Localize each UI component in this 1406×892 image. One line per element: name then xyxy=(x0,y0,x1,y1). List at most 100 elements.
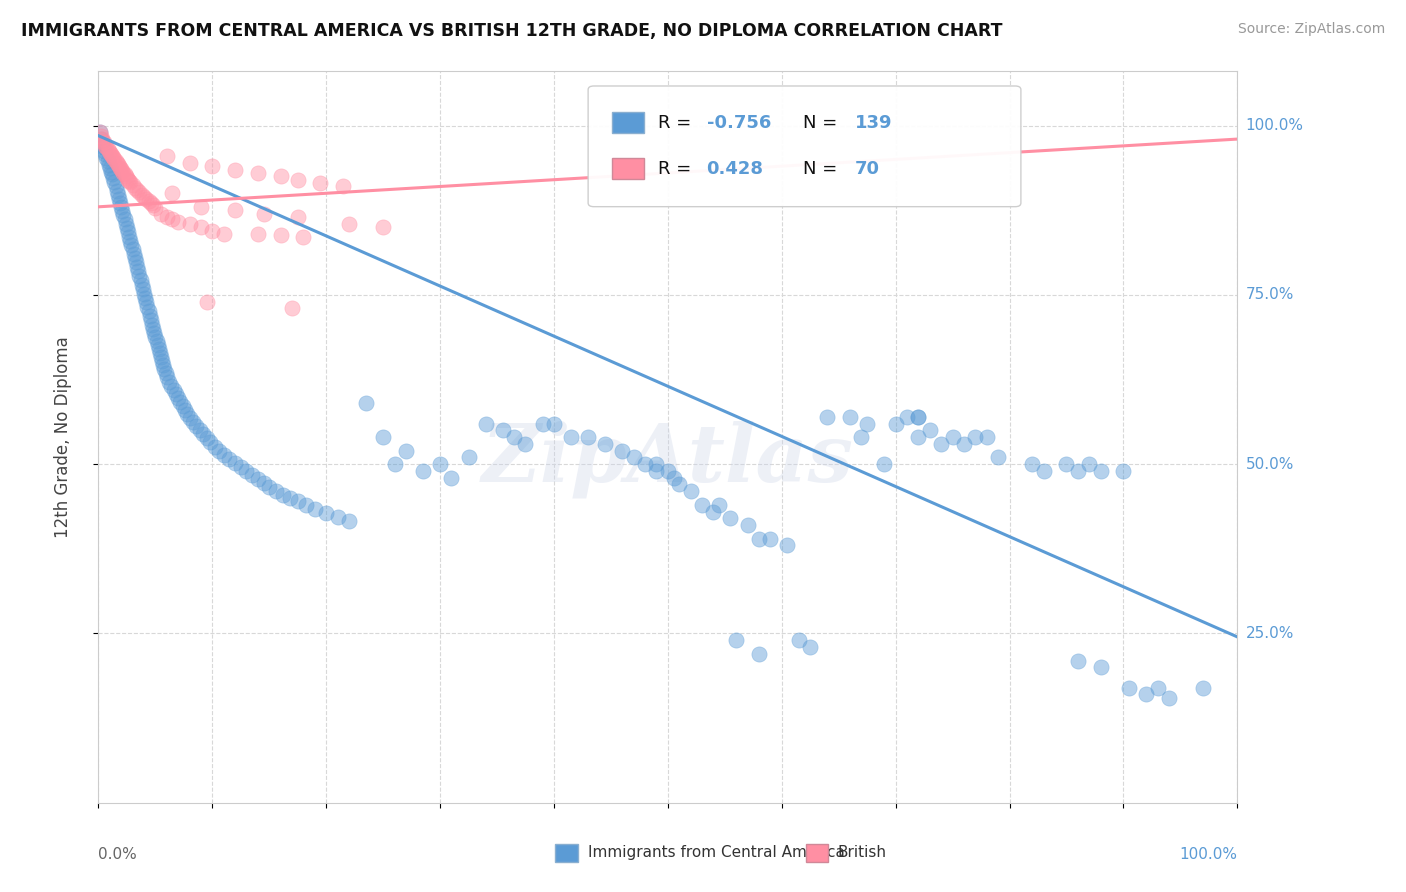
Point xyxy=(103,176,125,190)
Point xyxy=(150,350,173,364)
Point xyxy=(114,212,136,227)
Point xyxy=(884,417,907,431)
Point xyxy=(645,457,668,471)
Point xyxy=(224,203,246,218)
Point xyxy=(440,471,463,485)
Point xyxy=(89,125,111,139)
Point xyxy=(907,409,929,424)
Point xyxy=(1118,681,1140,695)
Point xyxy=(235,464,257,478)
Point xyxy=(115,220,138,235)
Y-axis label: 12th Grade, No Diploma: 12th Grade, No Diploma xyxy=(53,336,72,538)
Point xyxy=(101,167,124,181)
Point xyxy=(139,313,162,327)
Point xyxy=(201,159,224,173)
Point xyxy=(114,167,136,181)
Point xyxy=(354,396,377,410)
Point xyxy=(304,501,326,516)
Point xyxy=(679,484,702,499)
Point xyxy=(104,153,127,168)
Point xyxy=(107,157,129,171)
Point xyxy=(531,417,554,431)
Text: 25.0%: 25.0% xyxy=(1246,626,1294,641)
Point xyxy=(725,633,748,648)
Point xyxy=(337,217,360,231)
Text: 70: 70 xyxy=(855,160,880,178)
Point xyxy=(1146,681,1168,695)
Point xyxy=(136,300,159,314)
Point xyxy=(918,423,941,437)
Point xyxy=(98,145,121,160)
Point xyxy=(787,633,810,648)
Point xyxy=(120,234,142,248)
Point xyxy=(707,498,730,512)
Point xyxy=(190,200,212,214)
Point xyxy=(153,362,176,376)
Point xyxy=(503,430,526,444)
Point xyxy=(287,172,309,186)
Point xyxy=(181,415,204,429)
Point xyxy=(156,210,179,224)
Point xyxy=(271,488,294,502)
Point xyxy=(195,294,218,309)
Point xyxy=(145,330,167,344)
Point xyxy=(662,471,685,485)
Point xyxy=(179,217,201,231)
Point xyxy=(474,417,496,431)
Point xyxy=(1112,464,1135,478)
Point xyxy=(204,440,226,454)
Point xyxy=(145,334,167,348)
Point xyxy=(294,498,316,512)
Point xyxy=(929,437,952,451)
Point xyxy=(759,532,782,546)
Point xyxy=(965,430,987,444)
Point xyxy=(110,200,132,214)
Point xyxy=(252,206,274,220)
Point xyxy=(246,227,269,241)
Point xyxy=(139,196,162,211)
Point xyxy=(131,277,153,292)
Point xyxy=(576,430,599,444)
Point xyxy=(93,145,115,159)
Point xyxy=(896,409,918,424)
Point xyxy=(270,228,292,243)
Point xyxy=(252,476,274,491)
Point xyxy=(122,246,145,260)
Point xyxy=(111,203,134,218)
Point xyxy=(1032,464,1054,478)
Point xyxy=(186,419,208,434)
Point xyxy=(142,322,165,336)
Point xyxy=(224,456,246,470)
Point xyxy=(96,140,118,154)
Point xyxy=(120,237,142,252)
Point xyxy=(90,128,112,143)
Text: 75.0%: 75.0% xyxy=(1246,287,1294,302)
Point xyxy=(103,153,125,167)
Point xyxy=(103,150,125,164)
Point xyxy=(193,427,215,442)
Point xyxy=(201,223,224,237)
Point xyxy=(165,386,187,401)
Point xyxy=(190,220,212,235)
Point xyxy=(162,212,184,227)
Text: 0.428: 0.428 xyxy=(707,160,763,178)
Point xyxy=(127,260,149,274)
Point xyxy=(645,464,668,478)
Point xyxy=(121,178,143,193)
Point xyxy=(634,457,657,471)
Text: Source: ZipAtlas.com: Source: ZipAtlas.com xyxy=(1237,22,1385,37)
Point xyxy=(143,326,166,340)
Point xyxy=(135,192,157,206)
Point xyxy=(1067,464,1090,478)
Point xyxy=(593,437,616,451)
Point xyxy=(120,176,142,190)
Point xyxy=(246,166,269,180)
Point xyxy=(839,409,862,424)
Point xyxy=(167,215,190,229)
Point xyxy=(737,518,759,533)
Point xyxy=(162,383,184,397)
Point xyxy=(198,435,221,450)
Point xyxy=(332,179,354,194)
Point xyxy=(117,225,139,239)
Point xyxy=(612,443,634,458)
